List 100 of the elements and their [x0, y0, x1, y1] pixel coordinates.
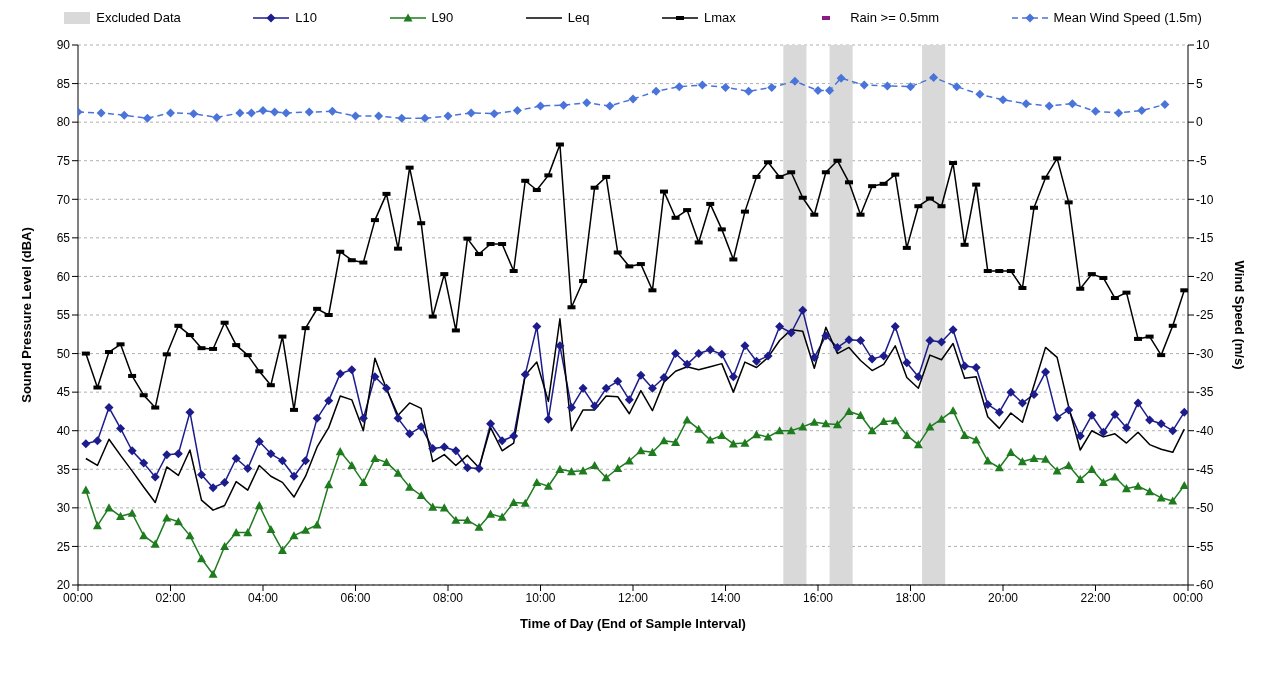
point	[998, 95, 1008, 105]
point	[582, 98, 592, 108]
point	[605, 101, 615, 111]
legend-label: Mean Wind Speed (1.5m)	[1053, 10, 1202, 25]
point	[281, 108, 291, 118]
y-tick-label: 20	[56, 578, 71, 593]
point	[420, 113, 430, 123]
x-tick-label: 02:00	[155, 590, 186, 605]
point	[489, 109, 499, 119]
y-tick-label: 75	[56, 153, 71, 168]
y-tick-label: 65	[56, 231, 71, 246]
y-tick-label: 55	[56, 308, 71, 323]
x-tick-label: 00:00	[1172, 590, 1204, 605]
point	[906, 82, 915, 92]
y2-tick-label: -25	[1196, 308, 1214, 323]
point	[235, 108, 245, 118]
x-tick-label: 16:00	[802, 590, 834, 605]
y2-tick-label: -45	[1196, 462, 1214, 477]
y2-tick-label: 0	[1196, 115, 1203, 130]
y2-tick-label: -15	[1196, 231, 1214, 246]
point	[246, 108, 256, 118]
point	[1160, 99, 1170, 109]
x-tick-label: 14:00	[710, 590, 741, 605]
legend-label: Excluded Data	[96, 10, 181, 25]
y-tick-label: 90	[56, 38, 71, 53]
point	[443, 111, 453, 121]
y-tick-label: 50	[56, 346, 71, 361]
x-axis-title: Time of Day (End of Sample Interval)	[520, 616, 746, 631]
x-tick-label: 22:00	[1080, 590, 1111, 605]
x-tick-label: 04:00	[247, 590, 279, 605]
y-tick-label: 85	[56, 76, 71, 91]
legend-label: L90	[431, 10, 454, 25]
x-tick-label: 06:00	[340, 590, 371, 605]
y-tick-label: 25	[56, 539, 71, 554]
point	[536, 101, 545, 111]
point	[1137, 106, 1147, 116]
point	[512, 106, 522, 116]
point	[882, 81, 892, 91]
point	[189, 109, 199, 119]
legend-label: Leq	[567, 10, 590, 25]
y2-tick-label: -35	[1196, 385, 1214, 400]
point	[142, 113, 152, 123]
line-series	[85, 318, 1186, 511]
point	[813, 86, 823, 96]
y2-tick-label: -60	[1196, 578, 1214, 593]
y-tick-label: 45	[56, 385, 71, 400]
point	[1021, 99, 1031, 109]
y-tick-label: 30	[56, 501, 71, 516]
y2-tick-label: -20	[1196, 269, 1214, 284]
x-tick-label: 12:00	[617, 590, 649, 605]
point	[651, 86, 661, 96]
y-tick-label: 70	[56, 192, 71, 207]
y2-tick-label: -5	[1196, 153, 1207, 168]
x-tick-label: 18:00	[895, 590, 926, 605]
point	[258, 106, 268, 116]
point	[1067, 99, 1077, 109]
point	[96, 108, 106, 118]
point	[559, 100, 569, 110]
y2-tick-label: -40	[1196, 423, 1214, 438]
point	[304, 107, 314, 117]
y-tick-label: 35	[56, 462, 71, 477]
point	[466, 108, 476, 118]
point	[166, 108, 175, 118]
point	[929, 72, 939, 82]
y-tick-label: 80	[56, 115, 71, 130]
point	[119, 110, 129, 120]
point	[351, 111, 360, 121]
legend-label: Lmax	[703, 10, 736, 25]
point	[836, 73, 846, 83]
point	[825, 86, 835, 96]
point	[327, 106, 337, 116]
point	[859, 80, 869, 90]
point	[270, 107, 280, 117]
point	[744, 86, 754, 96]
point	[767, 82, 777, 92]
point	[1091, 106, 1100, 116]
point	[397, 113, 407, 123]
point	[212, 113, 222, 123]
point	[1044, 101, 1054, 111]
y-tick-label: 40	[56, 423, 71, 438]
x-tick-label: 10:00	[525, 590, 556, 605]
y2-tick-label: -50	[1196, 501, 1214, 516]
point	[721, 82, 730, 92]
y-axis-title: Sound Pressure Level (dBA)	[18, 227, 34, 403]
y-tick-label: 60	[56, 269, 71, 284]
point	[1114, 108, 1124, 118]
point	[952, 82, 962, 92]
point	[628, 94, 638, 104]
x-tick-label: 08:00	[432, 590, 464, 605]
point	[975, 89, 985, 99]
y2-axis-title: Wind Speed (m/s)	[1232, 260, 1248, 370]
point	[697, 80, 707, 90]
legend-label: Rain >= 0.5mm	[850, 10, 940, 25]
legend-label: L10	[295, 10, 318, 25]
x-tick-label: 20:00	[987, 590, 1019, 605]
y2-tick-label: 5	[1196, 76, 1203, 91]
y2-tick-label: -55	[1196, 539, 1214, 554]
point	[790, 76, 800, 86]
y2-tick-label: -30	[1196, 346, 1214, 361]
point	[674, 82, 684, 92]
